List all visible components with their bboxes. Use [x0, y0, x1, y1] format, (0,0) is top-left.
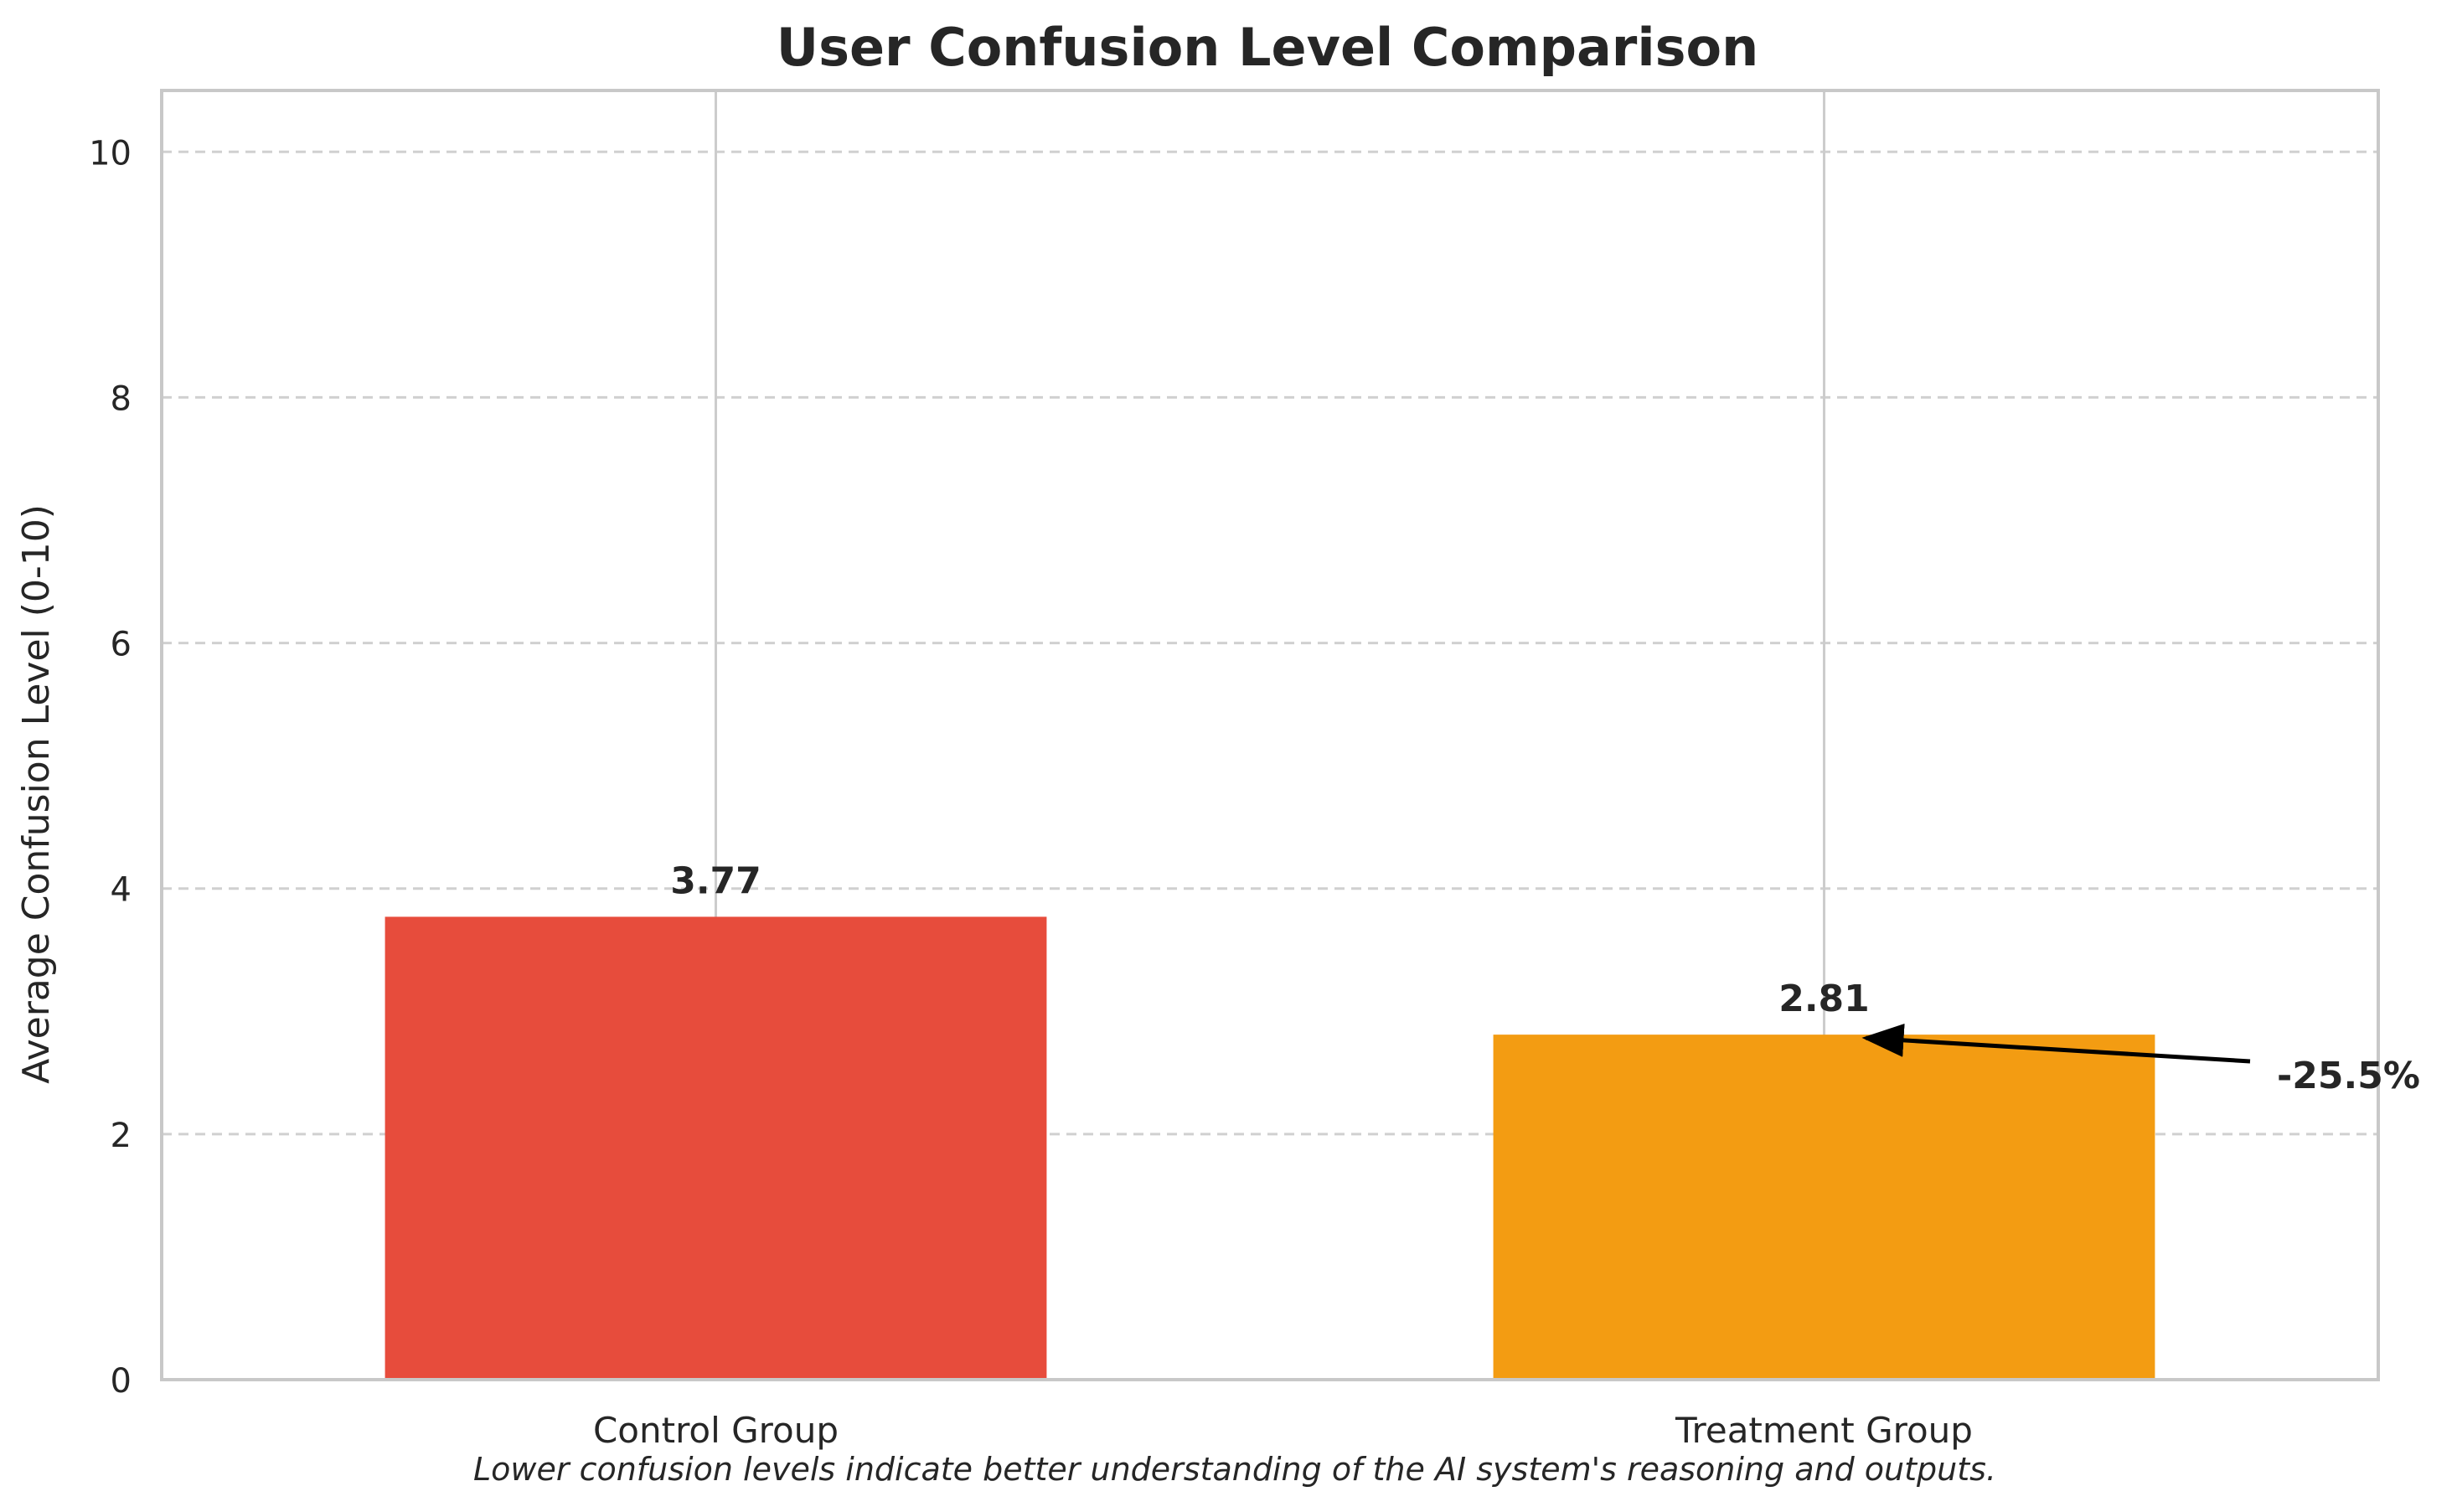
bars-layer	[385, 916, 2155, 1380]
x-tick-label: Control Group	[593, 1410, 839, 1451]
x-tick-label: Treatment Group	[1675, 1410, 1973, 1451]
y-tick-label: 6	[111, 626, 132, 664]
bar-value-label: 3.77	[670, 859, 761, 902]
bar-control-group	[385, 916, 1047, 1380]
bar-treatment-group	[1493, 1035, 2155, 1380]
chart-footnote: Lower confusion levels indicate better u…	[473, 1451, 1996, 1488]
change-annotation: -25.5%	[2277, 1055, 2420, 1097]
y-tick-label: 8	[111, 379, 132, 418]
y-tick-label: 4	[111, 871, 132, 910]
y-axis-label: Average Confusion Level (0-10)	[15, 504, 58, 1084]
bar-value-label: 2.81	[1778, 978, 1870, 1020]
y-tick-label: 2	[111, 1117, 132, 1155]
labels-layer: 0 2 4 6 8 10 3.77 Control Group 2.81 Treatment Gr…	[89, 134, 1973, 1451]
y-tick-label: 10	[89, 134, 132, 173]
axes-layer	[160, 89, 2380, 1381]
y-tick-label: 0	[111, 1362, 132, 1401]
chart-title: User Confusion Level Comparison	[777, 17, 1759, 78]
plot-frame	[160, 89, 2380, 1381]
annotation-arrow	[1861, 1023, 2251, 1064]
